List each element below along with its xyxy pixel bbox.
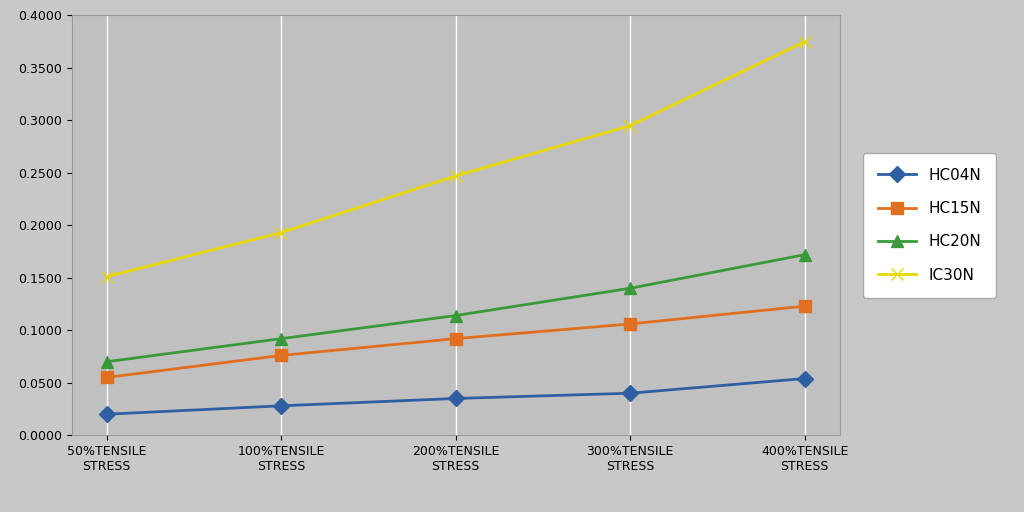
HC20N [799,251,811,258]
HC15N [624,321,636,327]
Line: HC04N: HC04N [101,373,810,420]
HC15N [450,335,462,342]
HC15N [799,303,811,309]
Legend: HC04N, HC15N, HC20N, IC30N: HC04N, HC15N, HC20N, IC30N [862,153,996,298]
HC04N [100,411,113,417]
HC15N [100,374,113,380]
Line: HC15N: HC15N [101,301,810,383]
IC30N [450,173,462,179]
HC04N [450,395,462,401]
HC04N [275,403,288,409]
Line: IC30N: IC30N [101,36,810,282]
HC20N [450,312,462,318]
IC30N [100,273,113,280]
HC04N [799,375,811,381]
HC20N [624,285,636,291]
IC30N [799,38,811,45]
Line: HC20N: HC20N [101,249,810,367]
HC15N [275,352,288,358]
HC04N [624,390,636,396]
IC30N [275,229,288,236]
IC30N [624,122,636,129]
HC20N [100,358,113,365]
HC20N [275,335,288,342]
